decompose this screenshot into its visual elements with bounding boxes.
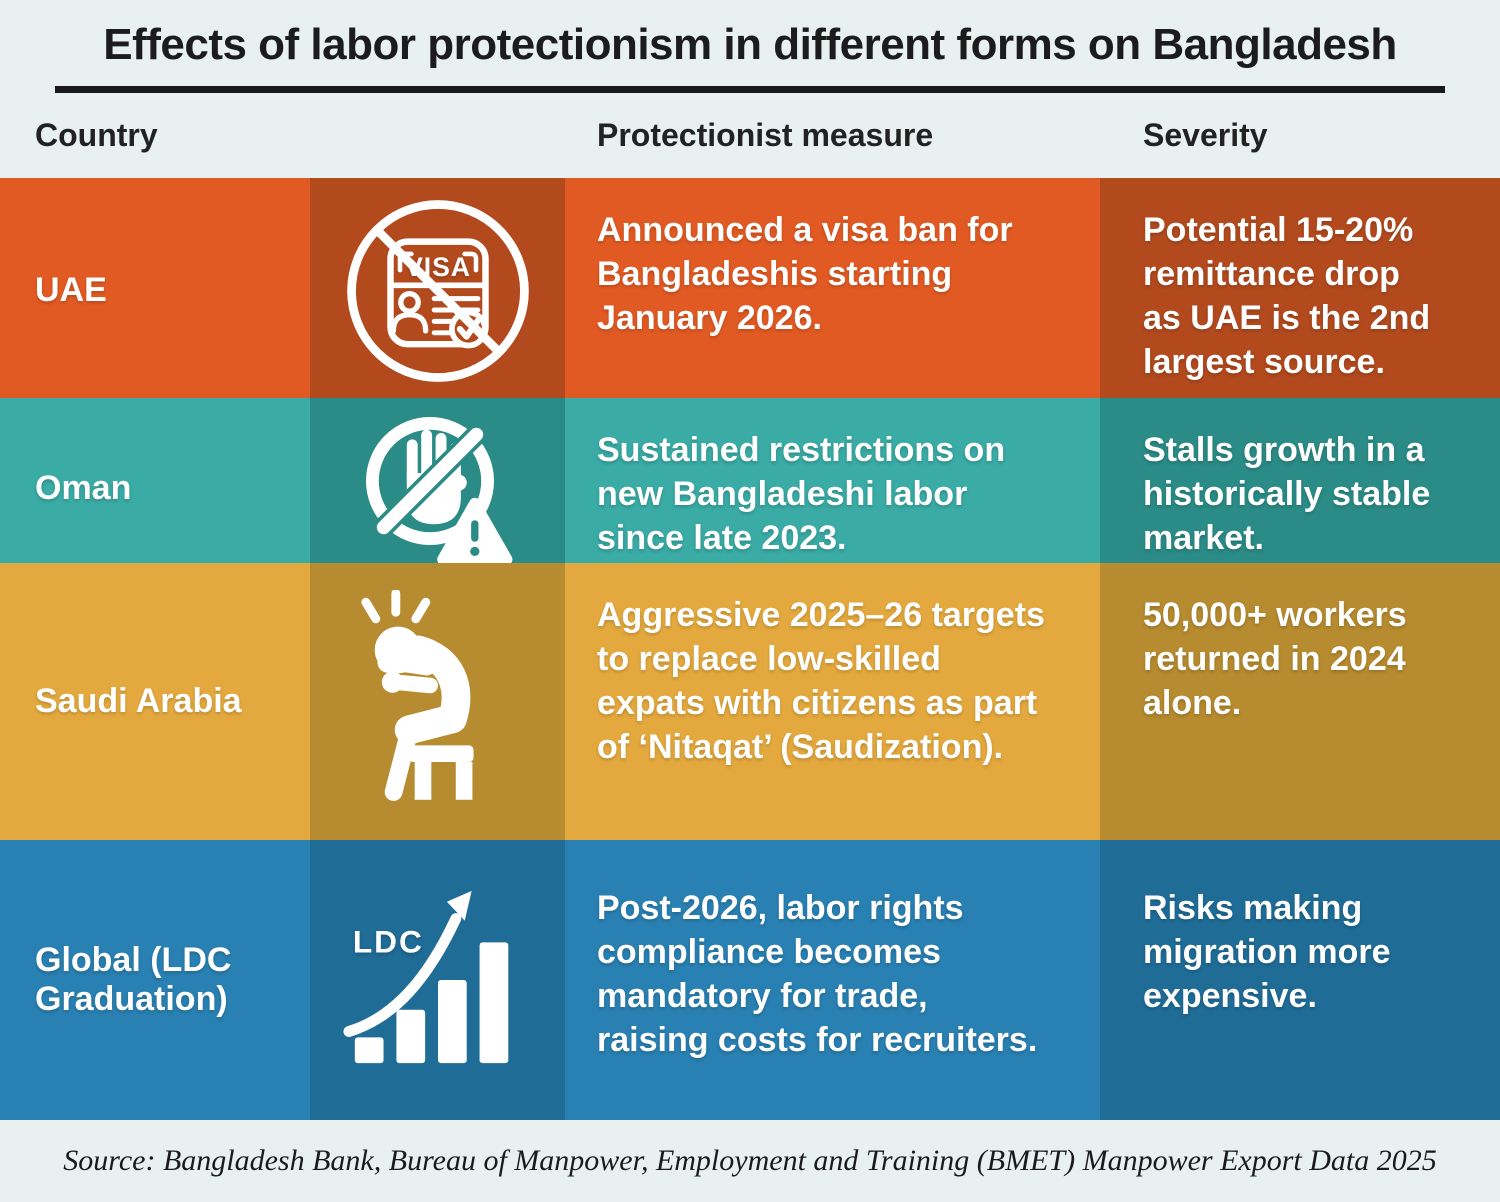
measure-text: Sustained restrictions on new Bangladesh… [565, 397, 1100, 581]
table-row-uae: UAE VISA Announced a visa ban for Bangla… [0, 177, 1500, 405]
severity-text: Potential 15-20% remittance drop as UAE … [1100, 177, 1500, 405]
severity-text: 50,000+ workers returned in 2024 alone. [1100, 562, 1500, 840]
country-label: Saudi Arabia [0, 562, 310, 840]
visa-ban-icon: VISA [346, 200, 529, 382]
column-header-severity: Severity [1143, 116, 1268, 153]
measure-text: Post-2026, labor rights compliance becom… [565, 839, 1100, 1120]
severity-text: Stalls growth in a historically stable m… [1100, 397, 1500, 581]
distressed-worker-icon [360, 590, 474, 801]
page-title: Effects of labor protectionism in differ… [103, 20, 1397, 69]
footer: Source: Bangladesh Bank, Bureau of Manpo… [0, 1120, 1500, 1202]
measure-text: Aggressive 2025–26 targets to replace lo… [565, 562, 1100, 840]
table-row-oman: Oman Sustained restrictions on new [0, 397, 1500, 581]
title-underline [55, 85, 1445, 93]
title-bar: Effects of labor protectionism in differ… [0, 0, 1500, 93]
column-header-country: Country [35, 116, 158, 153]
table-row-global-ldc: Global (LDC Graduation) LDC Post-2026, l… [0, 839, 1500, 1120]
severity-text: Risks making migration more expensive. [1100, 839, 1500, 1120]
icon-cell [310, 562, 565, 840]
source-citation: Source: Bangladesh Bank, Bureau of Manpo… [63, 1143, 1437, 1177]
column-header-measure: Protectionist measure [597, 116, 934, 153]
icon-cell: VISA [310, 177, 565, 405]
ldc-growth-icon: LDC [342, 890, 508, 1063]
measure-text: Announced a visa ban for Bangladeshis st… [565, 177, 1100, 405]
column-headers: Country Protectionist measure Severity [0, 93, 1500, 178]
icon-cell [310, 397, 565, 581]
country-label: Oman [0, 397, 310, 581]
no-entry-hand-icon [365, 416, 512, 565]
svg-text:LDC: LDC [352, 923, 423, 959]
country-label: UAE [0, 177, 310, 405]
icon-cell: LDC [310, 839, 565, 1120]
table-row-saudi-arabia: Saudi Arabia Aggressive 2025–26 targets [0, 562, 1500, 840]
country-label: Global (LDC Graduation) [0, 839, 310, 1120]
